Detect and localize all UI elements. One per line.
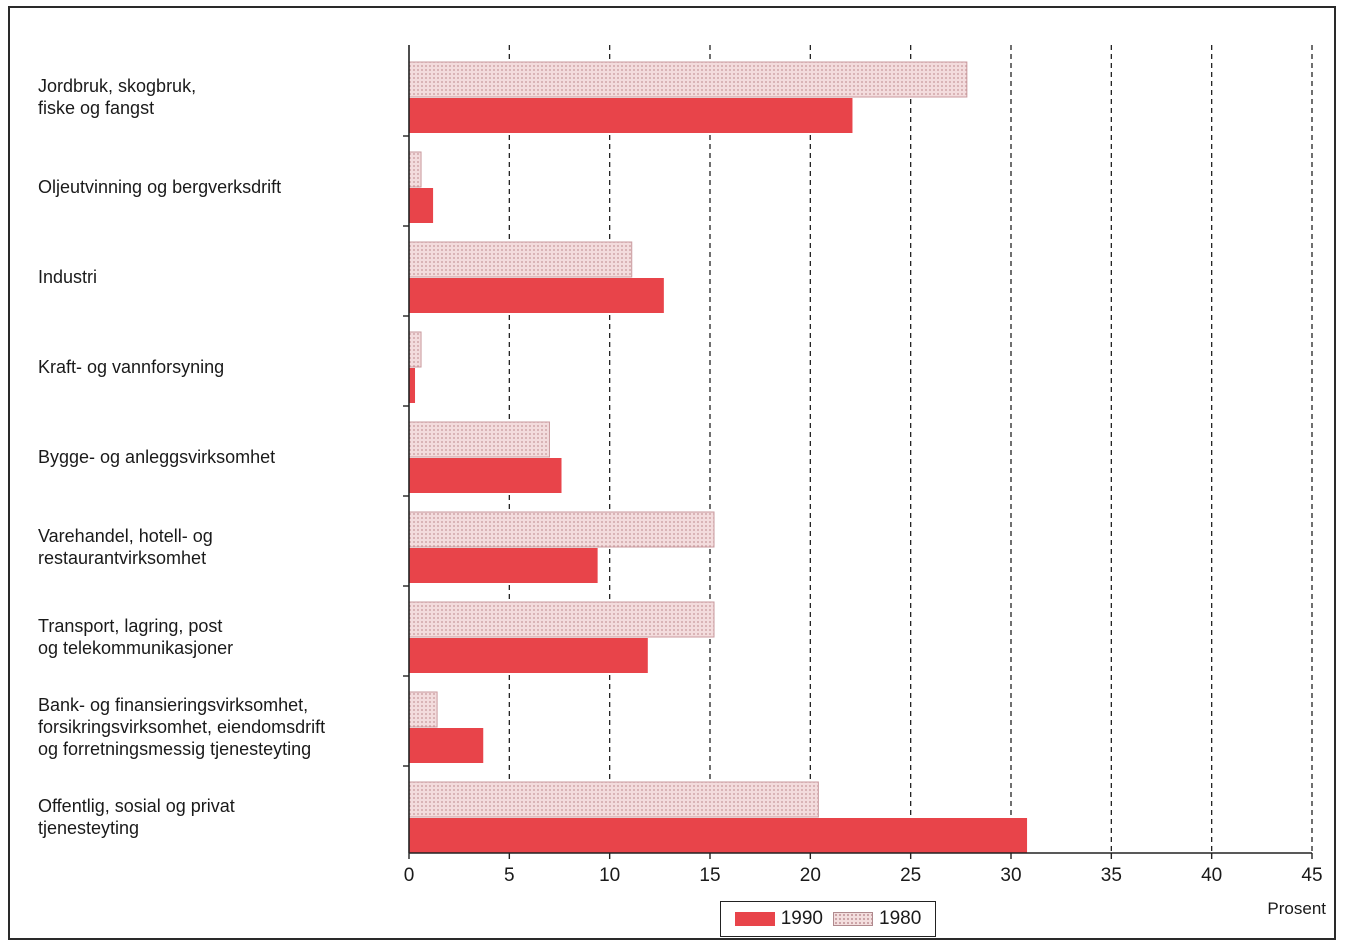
bar-1980 (408, 781, 819, 818)
bar-1990 (409, 548, 598, 583)
chart-legend: 1990 1980 (720, 901, 936, 937)
legend-label-1980: 1980 (879, 908, 922, 929)
bar-1990 (409, 728, 484, 763)
x-tick-label-0: 0 (404, 865, 415, 886)
category-label: Bygge- og anleggsvirksomhet (38, 447, 275, 467)
x-tick-label-10: 10 (599, 865, 620, 886)
category-label: Kraft- og vannforsyning (38, 357, 224, 377)
bar-1990 (409, 278, 664, 313)
bar-1990 (409, 458, 562, 493)
x-tick-label-40: 40 (1201, 865, 1222, 886)
chart-frame (8, 6, 1336, 940)
bar-1980 (408, 511, 715, 548)
x-tick-label-35: 35 (1101, 865, 1122, 886)
bar-1980 (408, 61, 968, 98)
bar-1990 (409, 188, 434, 223)
x-tick-label-25: 25 (900, 865, 921, 886)
category-label: Bank- og finansieringsvirksomhet, forsikr… (38, 695, 325, 759)
x-tick-label-5: 5 (504, 865, 515, 886)
x-tick-label-30: 30 (1000, 865, 1021, 886)
category-label: Transport, lagring, post og telekommunika… (38, 616, 233, 658)
category-label: Jordbruk, skogbruk, fiske og fangst (38, 76, 196, 118)
category-label: Industri (38, 267, 97, 287)
bar-1990 (409, 368, 416, 403)
bar-1990 (409, 98, 853, 133)
bar-1980 (408, 241, 633, 278)
bar-1980 (408, 691, 438, 728)
x-axis-unit-label: Prosent (1267, 899, 1326, 918)
bar-1990 (409, 818, 1028, 853)
category-label: Oljeutvinning og bergverksdrift (38, 177, 281, 197)
category-label: Varehandel, hotell- og restaurantvirksomh… (38, 526, 213, 568)
bar-1980 (408, 331, 422, 368)
x-tick-label-45: 45 (1301, 865, 1322, 886)
legend-swatch-1980 (833, 912, 873, 926)
bar-1990 (409, 638, 648, 673)
x-tick-label-15: 15 (699, 865, 720, 886)
legend-item-1980: 1980 (833, 908, 921, 930)
bar-1980 (408, 601, 715, 638)
legend-item-1990: 1990 (734, 908, 823, 930)
bar-1980 (408, 421, 550, 458)
legend-label-1990: 1990 (780, 908, 823, 929)
bar-1980 (408, 151, 422, 188)
category-label: Offentlig, sosial og privat tjenesteyting (38, 796, 235, 838)
legend-swatch-1990 (734, 912, 775, 926)
x-tick-label-20: 20 (800, 865, 821, 886)
